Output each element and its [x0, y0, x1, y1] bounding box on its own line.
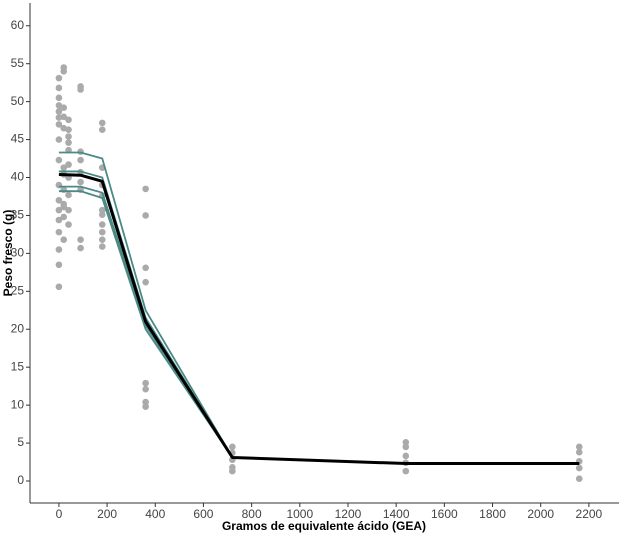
y-tick-label: 60: [11, 18, 25, 32]
point: [402, 439, 410, 446]
point: [77, 236, 84, 244]
x-tick-label: 1600: [431, 507, 458, 521]
point: [402, 467, 410, 475]
point: [65, 126, 72, 134]
point: [98, 119, 106, 127]
point: [65, 116, 72, 124]
point: [65, 221, 72, 228]
x-tick-label: 1200: [335, 507, 362, 521]
point: [65, 139, 72, 146]
point: [229, 467, 236, 475]
point: [98, 126, 106, 134]
point: [98, 243, 106, 250]
point: [142, 385, 149, 393]
point: [402, 452, 410, 460]
point: [98, 221, 106, 228]
y-tick-label: 35: [11, 208, 25, 222]
line: [58, 151, 580, 465]
x-tick-label: 1400: [383, 507, 410, 521]
point: [55, 283, 63, 291]
y-tick-label: 25: [11, 283, 25, 297]
point: [98, 236, 106, 244]
point: [142, 264, 149, 272]
line: [58, 185, 580, 465]
line: [58, 190, 580, 465]
y-tick-label: 40: [11, 170, 25, 184]
y-tick-label: 55: [11, 56, 25, 70]
x-tick-label: 1000: [286, 507, 313, 521]
point: [142, 379, 149, 387]
point: [575, 443, 583, 451]
point: [60, 67, 68, 75]
point: [142, 278, 149, 286]
x-tick-label: 600: [193, 507, 213, 521]
point: [77, 86, 84, 93]
point: [402, 443, 410, 451]
point: [65, 191, 72, 199]
point: [60, 104, 68, 112]
y-tick-label: 20: [11, 321, 25, 335]
point: [55, 156, 63, 164]
x-tick-label: 0: [56, 507, 63, 521]
point: [77, 244, 84, 252]
point: [55, 136, 63, 143]
point: [55, 216, 63, 224]
y-tick-label: 50: [11, 94, 25, 108]
x-tick-label: 2000: [527, 507, 554, 521]
y-tick-label: 15: [11, 359, 25, 373]
point: [55, 206, 63, 214]
point: [55, 94, 63, 102]
x-tick-label: 2200: [576, 507, 603, 521]
y-axis-title: Peso fresco (g): [1, 210, 15, 297]
point: [65, 206, 72, 214]
point: [575, 475, 583, 483]
point: [55, 228, 63, 236]
point: [142, 212, 149, 219]
x-axis-title: Gramos de equivalente ácido (GEA): [222, 519, 426, 533]
y-tick-label: 5: [17, 435, 24, 449]
point: [55, 246, 63, 253]
x-tick-label: 1800: [479, 507, 506, 521]
x-tick-label: 800: [242, 507, 262, 521]
x-tick-label: 200: [97, 507, 117, 521]
line: [58, 170, 580, 465]
point: [55, 196, 63, 204]
point: [60, 164, 68, 171]
y-tick-label: 10: [11, 397, 25, 411]
point: [142, 398, 149, 406]
point: [55, 84, 63, 92]
point: [142, 185, 149, 193]
point: [60, 113, 68, 121]
point: [65, 161, 72, 168]
y-tick-label: 0: [17, 473, 24, 487]
point: [98, 228, 106, 236]
x-tick-label: 400: [145, 507, 165, 521]
point: [575, 448, 583, 456]
point: [55, 108, 63, 115]
point: [60, 236, 68, 244]
point: [60, 203, 68, 211]
point: [55, 121, 63, 128]
point: [55, 261, 63, 269]
line: [58, 172, 580, 466]
point: [142, 403, 149, 410]
point: [98, 206, 106, 214]
point: [229, 443, 236, 451]
point: [77, 178, 84, 186]
point: [65, 133, 72, 140]
point: [575, 464, 583, 472]
y-tick-label: 45: [11, 132, 25, 146]
point: [55, 74, 63, 82]
point: [60, 213, 68, 221]
y-tick-label: 30: [11, 246, 25, 260]
point: [77, 156, 84, 164]
point: [98, 211, 106, 218]
